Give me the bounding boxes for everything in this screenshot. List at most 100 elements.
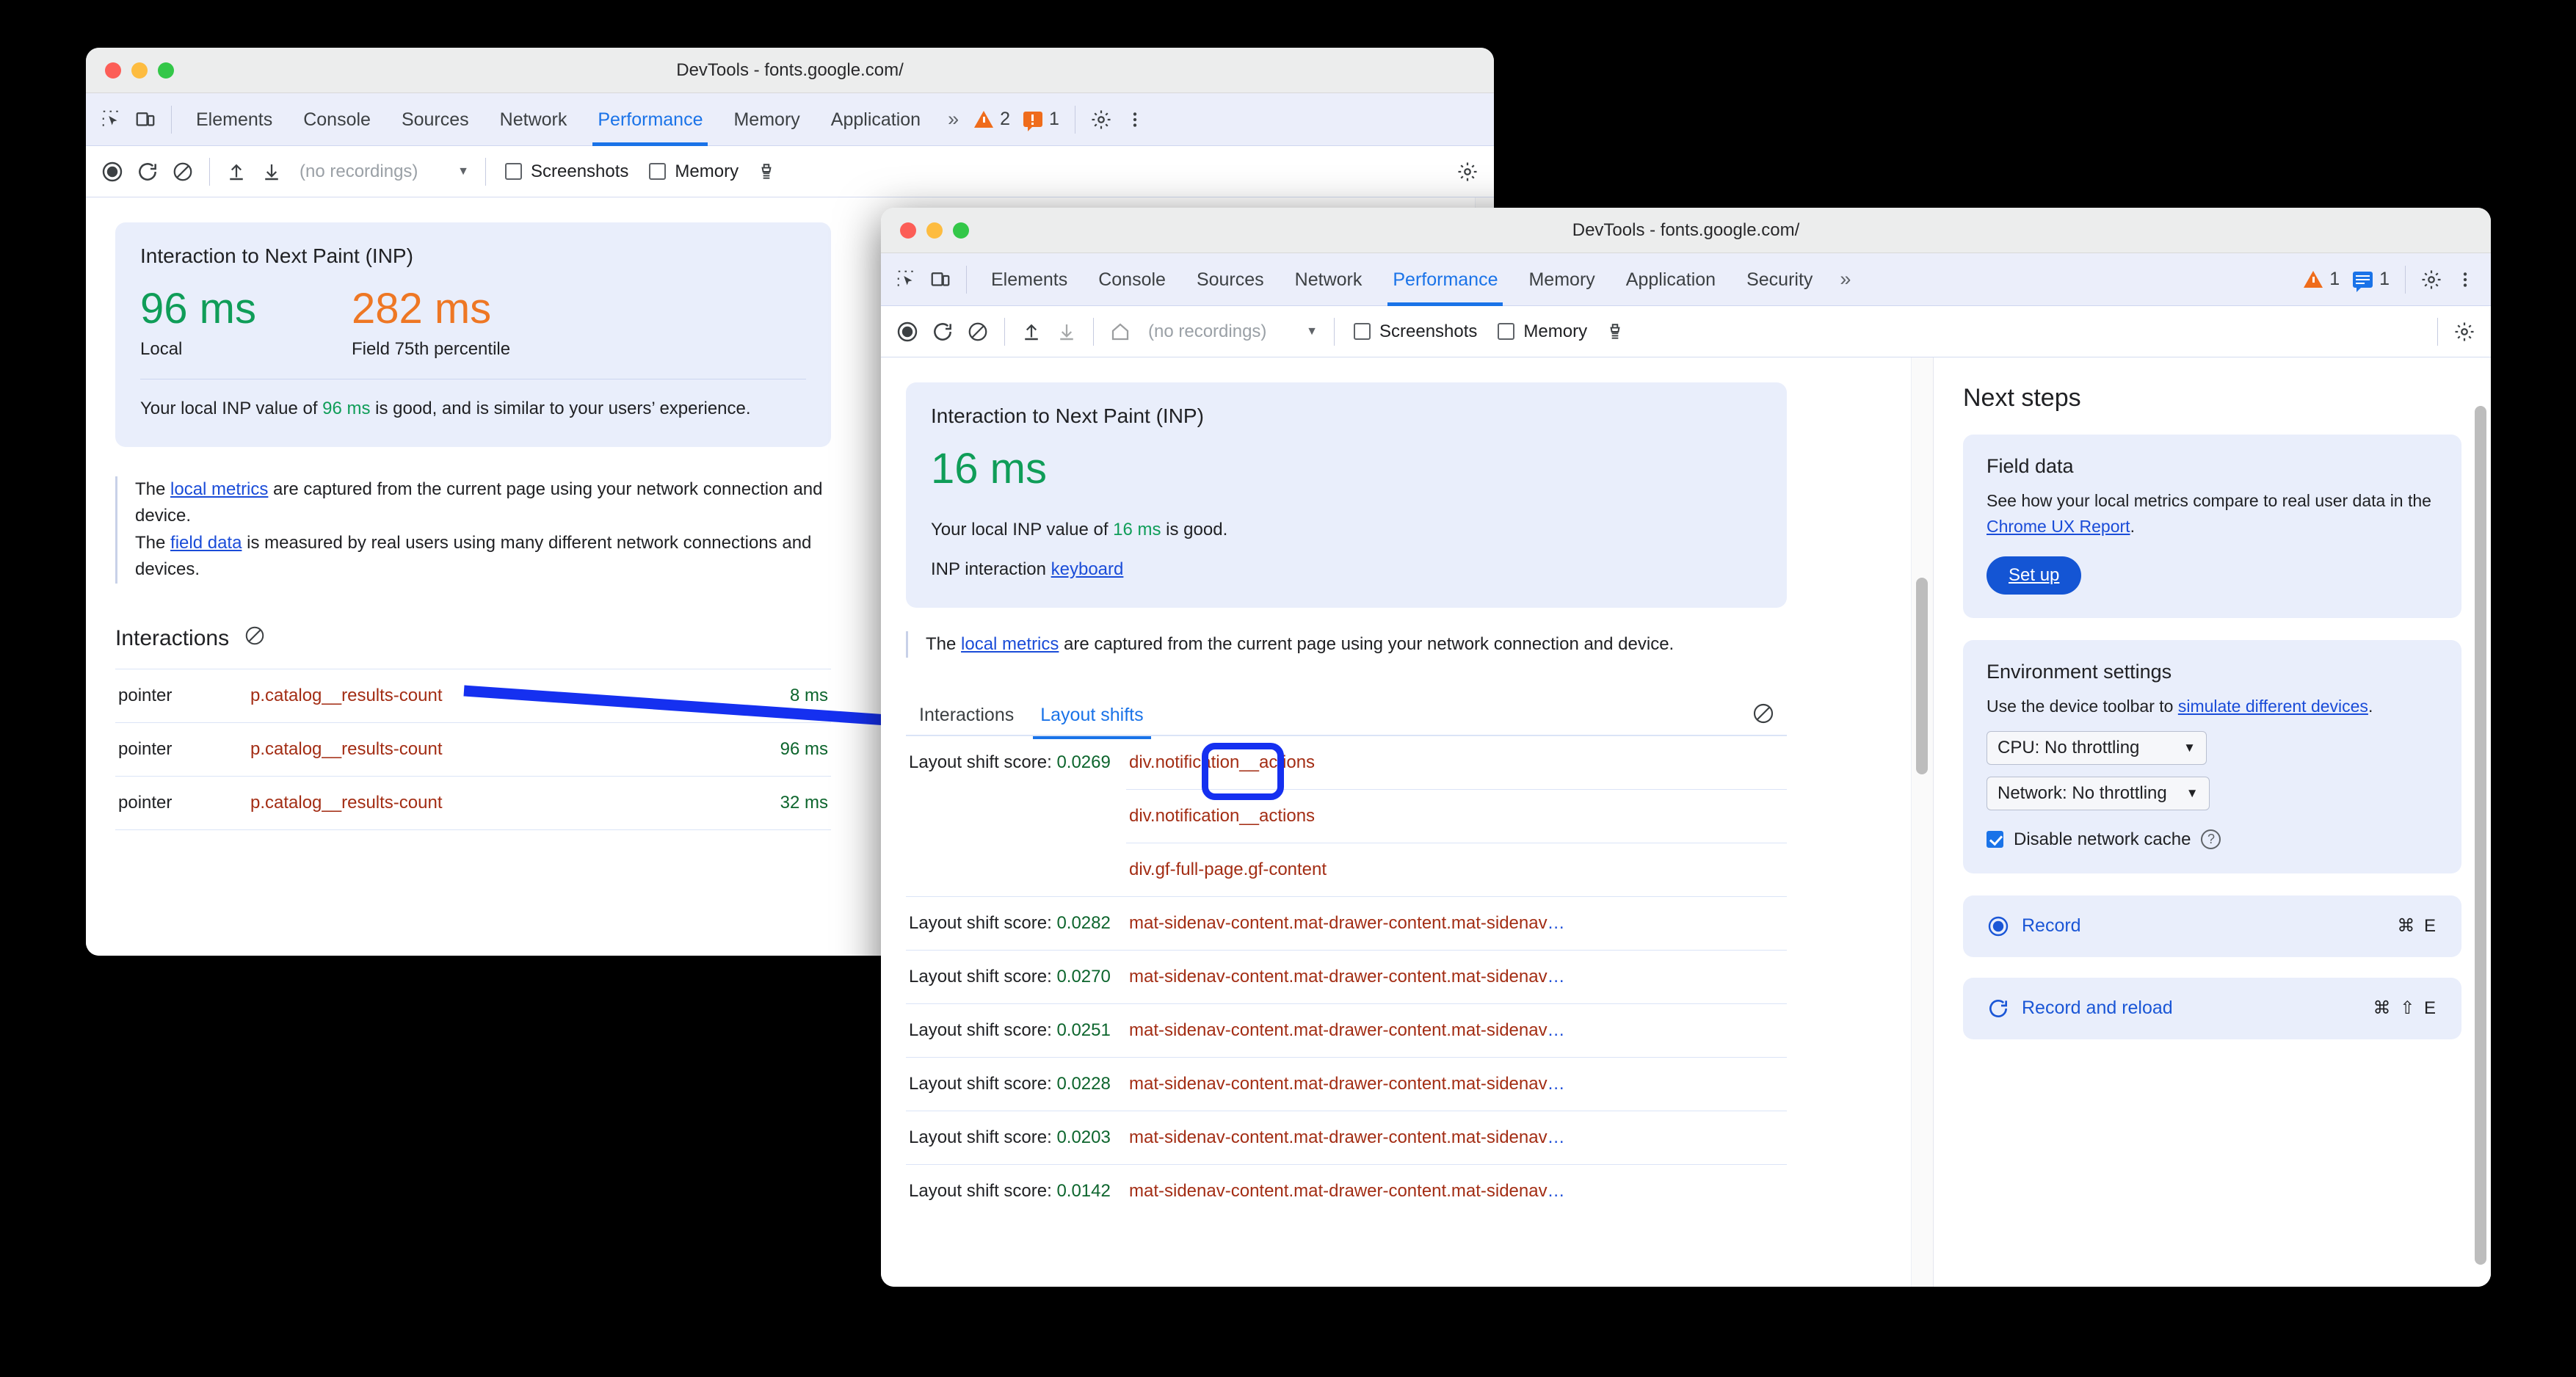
table-row[interactable]: div.gf-full-page.gf-content [906,843,1787,897]
table-row[interactable]: Layout shift score: 0.0269 div.notificati… [906,735,1787,897]
front-window-scrollbar-thumb[interactable] [2475,406,2486,1265]
clear-icon[interactable] [165,154,200,189]
garbage-collect-icon[interactable] [749,154,784,189]
tab-performance[interactable]: Performance [582,93,718,146]
interaction-selector[interactable]: p.catalog__results-count [247,775,706,830]
field-data-link[interactable]: field data [170,532,242,553]
subtab-layout-shifts[interactable]: Layout shifts [1027,696,1156,740]
minimize-button[interactable] [131,62,148,79]
tab-memory[interactable]: Memory [733,109,800,130]
tab-application[interactable]: Application [830,109,921,130]
front-list-scrollbar-thumb[interactable] [1916,578,1928,774]
table-row[interactable]: pointer p.catalog__results-count 96 ms [115,722,831,777]
device-toolbar-icon[interactable] [924,263,957,297]
download-profile-icon[interactable] [1049,314,1084,349]
memory-checkbox[interactable]: Memory [639,161,749,182]
gear-icon[interactable] [2414,263,2448,297]
more-options-icon[interactable] [1118,103,1152,137]
local-metrics-link[interactable]: local metrics [961,633,1059,654]
clear-slash-icon[interactable] [244,625,266,653]
table-row[interactable]: pointer p.catalog__results-count 32 ms [115,775,831,830]
layout-shift-element[interactable]: mat-sidenav-content.mat-drawer-content.m… [1126,1164,1787,1218]
tab-elements[interactable]: Elements [196,109,273,130]
front-list-scrollbar-track[interactable] [1911,357,1933,1287]
more-tabs-icon[interactable]: » [1840,268,1851,290]
tab-elements[interactable]: Elements [991,269,1068,290]
screenshots-checkbox[interactable]: Screenshots [1343,321,1487,342]
table-row[interactable]: Layout shift score: 0.0270 mat-sidenav-co… [906,950,1787,1004]
recordings-select[interactable]: (no recordings) ▼ [289,161,476,182]
record-and-reload-icon[interactable] [925,314,960,349]
tab-network[interactable]: Network [1294,269,1363,290]
local-metrics-link[interactable]: local metrics [170,479,269,499]
table-row[interactable]: Layout shift score: 0.0282 mat-sidenav-co… [906,896,1787,951]
recordings-select[interactable]: (no recordings) ▼ [1138,321,1325,342]
clear-slash-icon[interactable] [1752,702,1787,729]
memory-checkbox[interactable]: Memory [1487,321,1597,342]
subtab-interactions[interactable]: Interactions [919,705,1015,726]
layout-shift-element[interactable]: div.gf-full-page.gf-content [1126,843,1787,897]
close-button[interactable] [105,62,121,79]
maximize-button[interactable] [953,222,969,239]
messages-badge[interactable]: 1 [2346,269,2396,292]
device-toolbar-icon[interactable] [128,103,162,137]
record-and-reload-icon[interactable] [130,154,165,189]
warnings-badge[interactable]: 1 [2297,269,2346,290]
inspect-element-icon[interactable] [95,103,128,137]
layout-shift-element[interactable]: mat-sidenav-content.mat-drawer-content.m… [1126,1111,1787,1165]
inspect-element-icon[interactable] [890,263,924,297]
tab-application[interactable]: Application [1625,269,1716,290]
tab-sources[interactable]: Sources [401,109,469,130]
layout-shift-element[interactable]: mat-sidenav-content.mat-drawer-content.m… [1126,1057,1787,1111]
screenshots-checkbox[interactable]: Screenshots [495,161,639,182]
upload-profile-icon[interactable] [219,154,254,189]
clear-icon[interactable] [960,314,995,349]
upload-profile-icon[interactable] [1014,314,1049,349]
close-button[interactable] [900,222,916,239]
tab-network[interactable]: Network [499,109,567,130]
minimize-button[interactable] [926,222,943,239]
cpu-throttling-select[interactable]: CPU: No throttling ▼ [1987,730,2207,765]
record-action[interactable]: Record ⌘ E [1963,895,2461,957]
capture-settings-gear-icon[interactable] [1450,154,1485,189]
table-row[interactable]: pointer p.catalog__results-count 8 ms [115,668,831,723]
interaction-selector[interactable]: p.catalog__results-count [247,668,706,723]
tab-security[interactable]: Security [1746,269,1813,290]
table-row[interactable]: Layout shift score: 0.0203 mat-sidenav-co… [906,1111,1787,1165]
chrome-ux-report-link[interactable]: Chrome UX Report [1987,516,2130,536]
gear-icon[interactable] [1084,103,1118,137]
network-throttling-select[interactable]: Network: No throttling ▼ [1987,776,2210,810]
disable-network-cache-checkbox[interactable]: Disable network cache ? [1987,829,2438,850]
more-tabs-icon[interactable]: » [948,108,959,130]
tab-performance[interactable]: Performance [1377,253,1513,306]
layout-shift-element[interactable]: mat-sidenav-content.mat-drawer-content.m… [1126,1003,1787,1058]
devtools-window-front[interactable]: DevTools - fonts.google.com/ Elements Co… [881,208,2491,1287]
table-row[interactable]: Layout shift score: 0.0251 mat-sidenav-co… [906,1003,1787,1058]
tab-console[interactable]: Console [303,109,371,130]
record-icon[interactable] [890,314,925,349]
table-row[interactable]: Layout shift score: 0.0228 mat-sidenav-co… [906,1057,1787,1111]
tab-memory[interactable]: Memory [1528,269,1595,290]
home-icon[interactable] [1103,314,1138,349]
download-profile-icon[interactable] [254,154,289,189]
warnings-badge[interactable]: 2 [968,109,1017,130]
record-and-reload-action[interactable]: Record and reload ⌘ ⇧ E [1963,977,2461,1039]
garbage-collect-icon[interactable] [1597,314,1633,349]
tab-sources[interactable]: Sources [1196,269,1264,290]
issues-badge[interactable]: 1 [1017,109,1066,131]
layout-shift-element[interactable]: mat-sidenav-content.mat-drawer-content.m… [1126,896,1787,951]
record-icon[interactable] [95,154,130,189]
window-controls[interactable] [900,222,969,239]
inp-interaction-link[interactable]: keyboard [1051,559,1124,579]
question-mark-icon[interactable]: ? [2201,829,2221,849]
capture-settings-gear-icon[interactable] [2447,314,2482,349]
more-options-icon[interactable] [2448,263,2482,297]
table-row[interactable]: Layout shift score: 0.0142 mat-sidenav-co… [906,1164,1787,1218]
window-controls[interactable] [105,62,174,79]
layout-shift-element[interactable]: mat-sidenav-content.mat-drawer-content.m… [1126,950,1787,1004]
maximize-button[interactable] [158,62,174,79]
interaction-selector[interactable]: p.catalog__results-count [247,722,706,777]
tab-console[interactable]: Console [1098,269,1166,290]
set-up-button[interactable]: Set up [1987,556,2082,595]
simulate-devices-link[interactable]: simulate different devices [2177,697,2368,716]
